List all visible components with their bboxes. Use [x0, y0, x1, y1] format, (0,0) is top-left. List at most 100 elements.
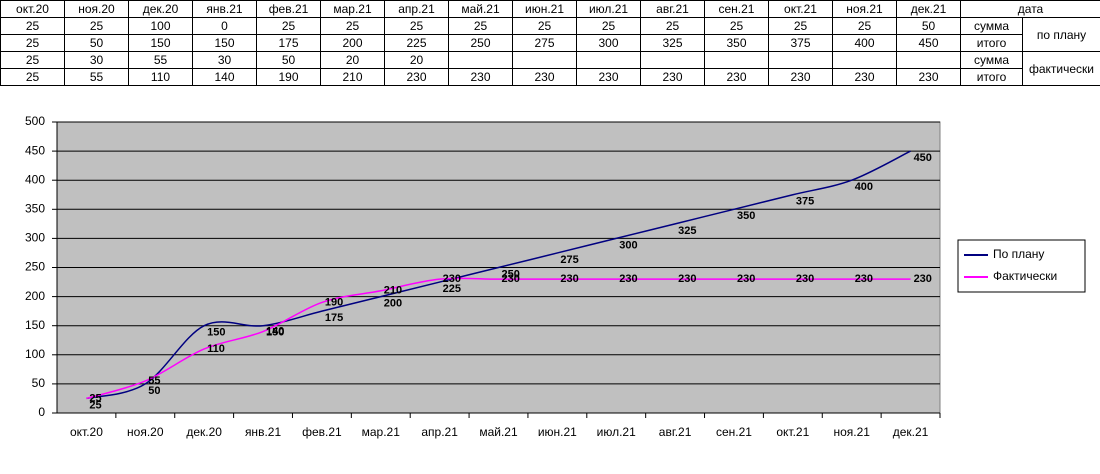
total-cell: 55 [64, 68, 129, 86]
table-row: окт.20 ноя.20 дек.20 янв.21 фев.21 мар.21 апр.… [0, 0, 1100, 18]
table-row: 25 25 100 0 25 25 25 25 25 25 25 25 25 25 50 сумма по пл… [0, 17, 1100, 52]
data-label: 230 [502, 273, 520, 285]
total-cell: 150 [192, 34, 257, 52]
data-label: 175 [325, 312, 343, 324]
total-cell: 350 [704, 34, 769, 52]
data-label: 230 [914, 273, 932, 285]
data-label: 230 [560, 273, 578, 285]
row-label: сумма [960, 51, 1023, 69]
x-tick-label: июн.21 [538, 425, 577, 439]
date-header: дата [959, 0, 1100, 18]
month-header: июн.21 [512, 0, 577, 18]
x-tick-label: апр.21 [421, 425, 458, 439]
y-tick-label: 150 [25, 318, 45, 332]
sum-cell: 25 [576, 17, 641, 35]
month-header: янв.21 [192, 0, 257, 18]
sum-cell [704, 51, 769, 69]
data-label: 225 [443, 283, 461, 295]
sum-cell: 0 [192, 17, 257, 35]
y-tick-label: 250 [25, 260, 45, 274]
month-header: май.21 [448, 0, 513, 18]
sum-cell [640, 51, 705, 69]
total-cell: 300 [576, 34, 641, 52]
total-cell: 25 [0, 34, 65, 52]
group-label: фактически [1021, 51, 1100, 86]
x-tick-label: окт.21 [776, 425, 809, 439]
sum-cell: 25 [640, 17, 705, 35]
total-cell: 175 [256, 34, 321, 52]
total-cell: 110 [128, 68, 193, 86]
data-label: 230 [796, 273, 814, 285]
data-label: 200 [384, 298, 402, 310]
data-label: 325 [678, 225, 696, 237]
sum-cell: 100 [128, 17, 193, 35]
sum-cell [832, 51, 897, 69]
sum-cell: 20 [320, 51, 385, 69]
sum-cell: 25 [320, 17, 385, 35]
y-tick-label: 500 [25, 114, 45, 128]
y-tick-label: 0 [38, 405, 45, 419]
total-cell: 150 [128, 34, 193, 52]
sum-cell: 25 [448, 17, 513, 35]
y-tick-label: 50 [32, 376, 46, 390]
data-label: 250 [502, 268, 520, 280]
month-header: сен.21 [704, 0, 769, 18]
x-tick-label: фев.21 [302, 425, 342, 439]
data-label: 25 [89, 399, 101, 411]
data-label: 230 [737, 273, 755, 285]
total-cell: 210 [320, 68, 385, 86]
month-header: фев.21 [256, 0, 321, 18]
x-tick-label: май.21 [479, 425, 518, 439]
data-label: 50 [148, 385, 160, 397]
total-cell: 325 [640, 34, 705, 52]
data-label: 350 [737, 210, 755, 222]
x-tick-label: янв.21 [245, 425, 282, 439]
data-label: 190 [325, 296, 343, 308]
series-line [86, 150, 911, 400]
sum-cell: 30 [64, 51, 129, 69]
sum-cell: 25 [704, 17, 769, 35]
group-label: по плану [1021, 17, 1100, 52]
data-label: 230 [443, 273, 461, 285]
month-header: апр.21 [384, 0, 449, 18]
sum-cell [576, 51, 641, 69]
total-cell: 400 [832, 34, 897, 52]
sum-cell [768, 51, 833, 69]
total-cell: 230 [896, 68, 961, 86]
data-label: 140 [266, 325, 284, 337]
total-cell: 225 [384, 34, 449, 52]
x-tick-label: авг.21 [659, 425, 692, 439]
sum-cell [512, 51, 577, 69]
total-cell: 375 [768, 34, 833, 52]
legend-label: По плану [993, 247, 1044, 261]
sum-cell: 25 [512, 17, 577, 35]
x-tick-label: июл.21 [597, 425, 636, 439]
sum-cell: 25 [832, 17, 897, 35]
data-label: 230 [619, 273, 637, 285]
sum-cell: 25 [0, 17, 65, 35]
x-tick-label: ноя.20 [127, 425, 164, 439]
x-tick-label: окт.20 [70, 425, 103, 439]
x-tick-label: сен.21 [716, 425, 752, 439]
table-row: 25 50 150 150 175 200 225 250 275 300 325 350 375 400… [0, 34, 1100, 52]
data-label: 275 [560, 254, 578, 266]
row-label: итого [960, 68, 1023, 86]
total-cell: 50 [64, 34, 129, 52]
month-header: дек.20 [128, 0, 193, 18]
data-label: 375 [796, 196, 814, 208]
y-tick-label: 300 [25, 231, 45, 245]
data-table: окт.20 ноя.20 дек.20 янв.21 фев.21 мар.21 апр.… [0, 0, 1100, 86]
sum-cell [896, 51, 961, 69]
series-line [86, 277, 911, 400]
data-label: 300 [619, 239, 637, 251]
data-label: 25 [89, 392, 101, 404]
sum-cell [448, 51, 513, 69]
month-header: дек.21 [896, 0, 961, 18]
month-header: окт.21 [768, 0, 833, 18]
total-cell: 200 [320, 34, 385, 52]
total-cell: 230 [768, 68, 833, 86]
total-cell: 250 [448, 34, 513, 52]
total-cell: 230 [512, 68, 577, 86]
data-label: 450 [914, 152, 932, 164]
